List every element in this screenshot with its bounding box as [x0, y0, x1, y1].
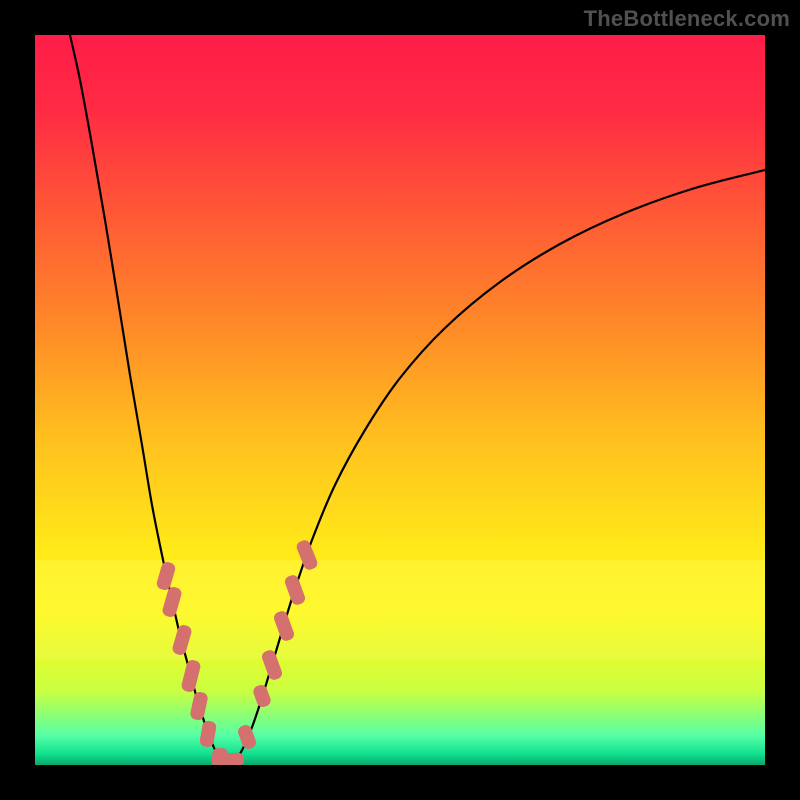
highlight-band — [35, 560, 765, 615]
chart-stage: TheBottleneck.com — [0, 0, 800, 800]
highlight-bands — [35, 560, 765, 660]
highlight-band — [35, 615, 765, 660]
chart-svg — [0, 0, 800, 800]
